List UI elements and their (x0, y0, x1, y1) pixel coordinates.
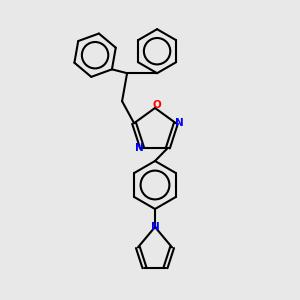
Text: N: N (151, 222, 159, 232)
Text: O: O (153, 100, 161, 110)
Text: N: N (175, 118, 183, 128)
Text: N: N (135, 143, 143, 153)
